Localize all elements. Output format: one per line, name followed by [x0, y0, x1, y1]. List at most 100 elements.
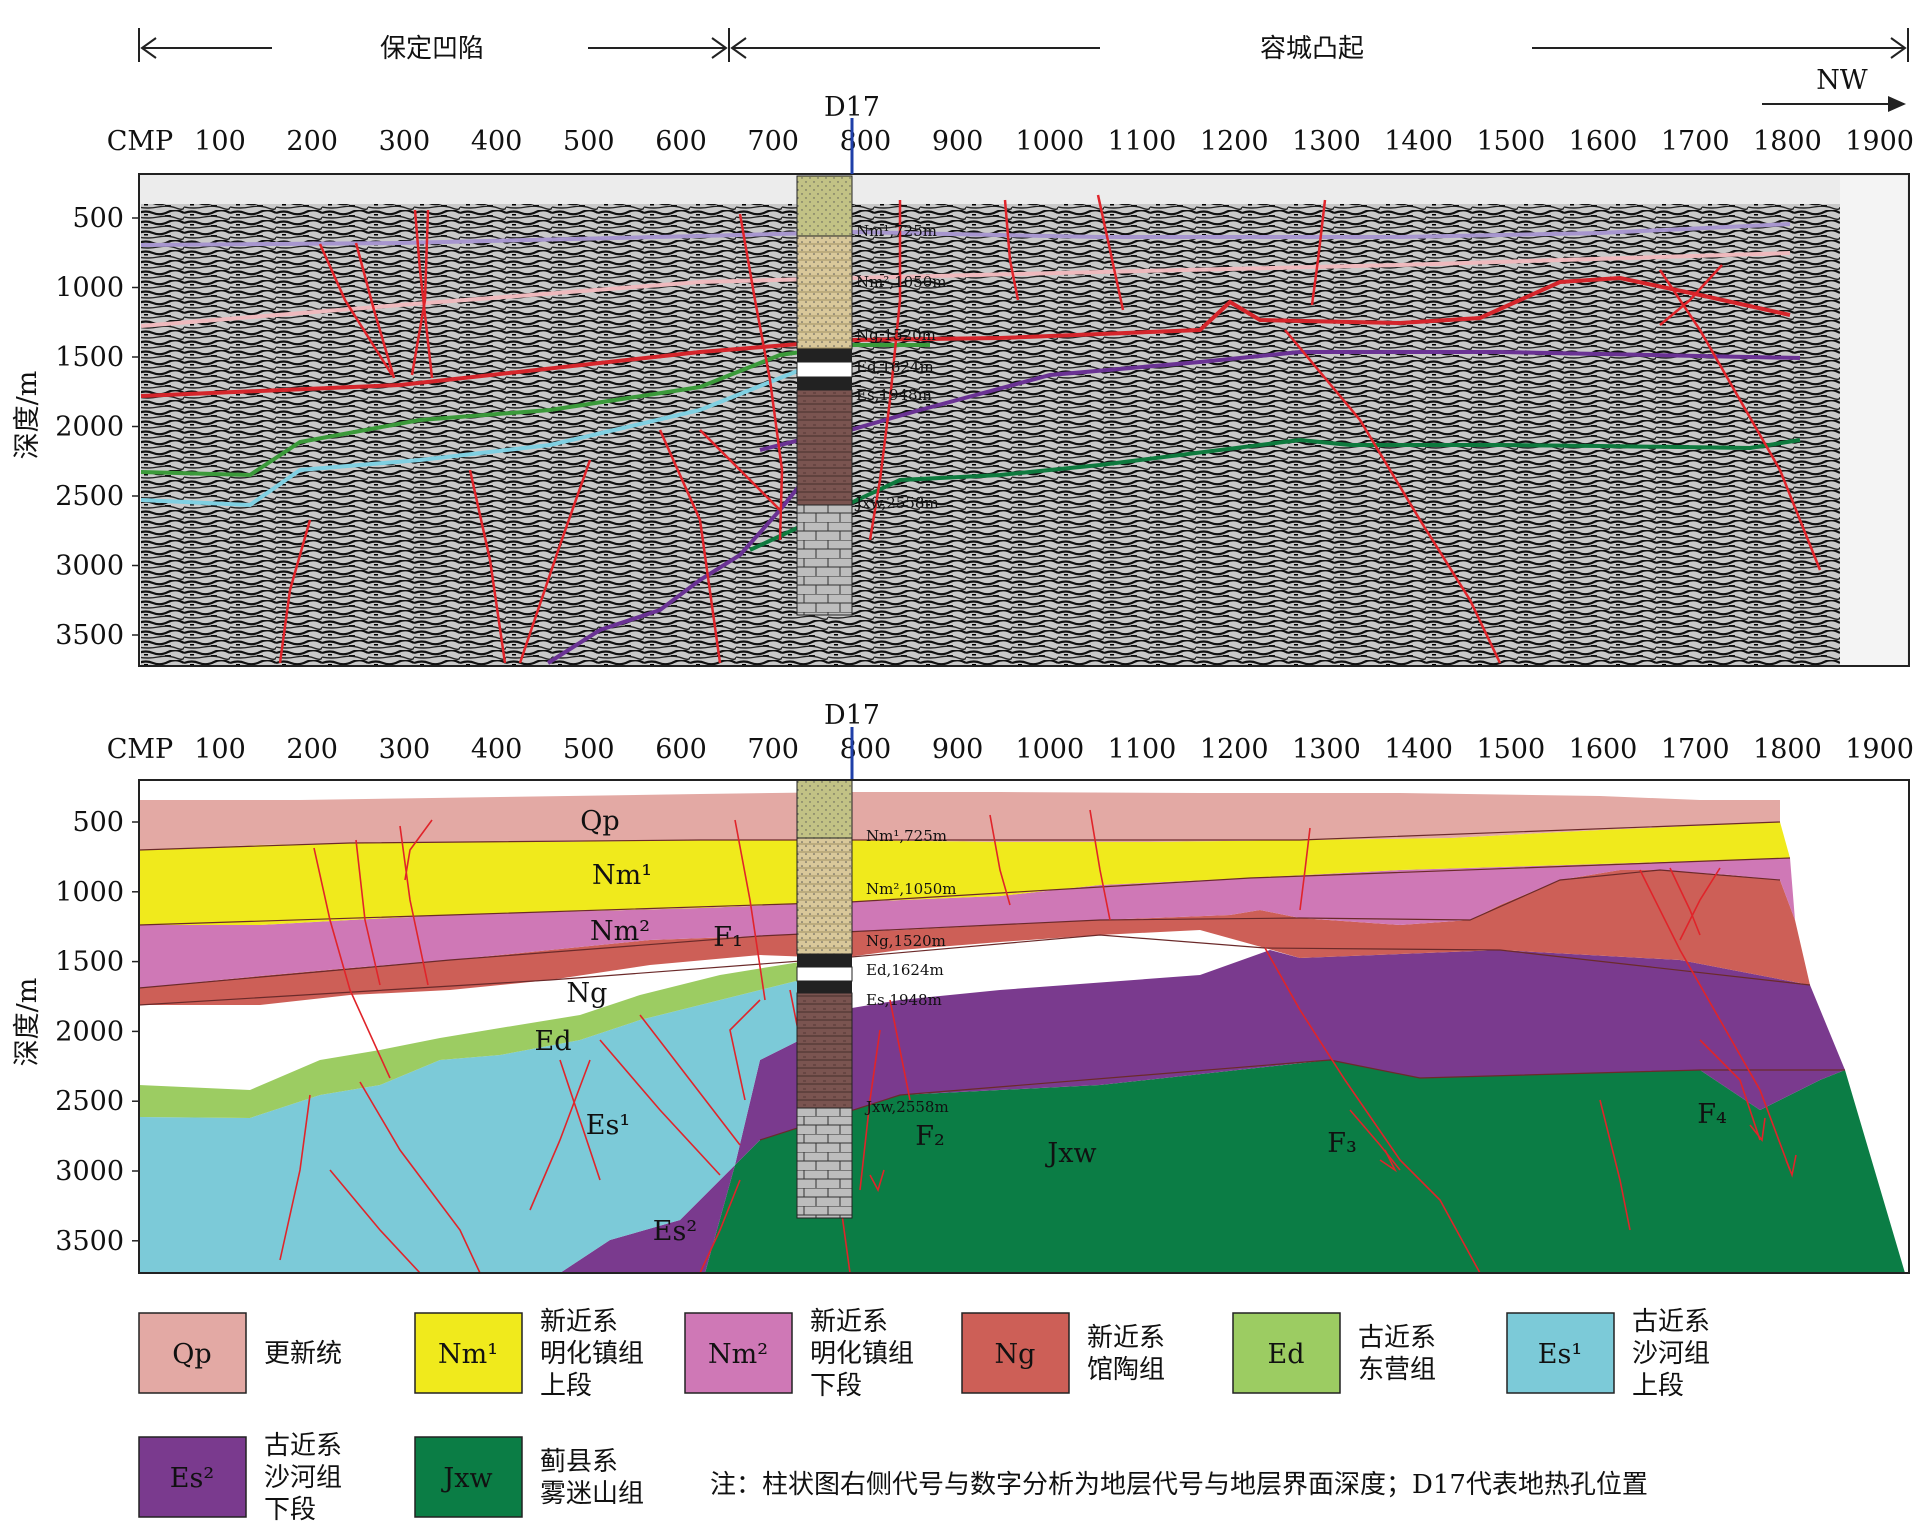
depth-label-bottom: 深度/m	[12, 978, 43, 1067]
horizons	[140, 222, 1801, 665]
depth-tick-label: 3000	[55, 551, 124, 582]
header: 保定凹陷 容城凸起 NW	[138, 28, 1909, 112]
legend-swatch	[1506, 1312, 1615, 1394]
cmp-tick-label: 100	[194, 734, 246, 765]
label-nm2: Nm²	[590, 916, 650, 947]
legend-code: Ed	[1268, 1339, 1305, 1370]
cmp-tick-label: 500	[563, 126, 615, 157]
unit-labels: Qp Nm¹ Nm² Ng Ed Es¹ Es² Jxw F₁ F₂ F₃ F₄	[535, 806, 1727, 1247]
label-es1: Es¹	[586, 1110, 630, 1141]
svg-text:Nm²,1050m: Nm²,1050m	[856, 273, 947, 291]
legend-code: Es¹	[1538, 1339, 1582, 1370]
legend-code: Es²	[170, 1463, 214, 1494]
legend-swatch	[961, 1312, 1070, 1394]
legend-text: 上段	[1632, 1371, 1684, 1401]
cmp-tick-label: 500	[563, 734, 615, 765]
cmp-tick-label: 800	[840, 734, 892, 765]
label-f4: F₄	[1697, 1099, 1727, 1130]
depth-tick-label: 500	[72, 203, 124, 234]
cmp-tick-label: 900	[932, 734, 984, 765]
legend-text: 明化镇组	[810, 1339, 914, 1369]
depth-tick-label: 3500	[55, 1226, 124, 1257]
depth-tick-label: 1500	[55, 947, 124, 978]
cmp-tick-label: 1400	[1384, 734, 1453, 765]
cmp-axis-label: CMP	[107, 734, 173, 765]
layer-ed	[139, 960, 840, 1118]
depth-tick-label: 2500	[55, 1086, 124, 1117]
svg-text:Nm²,1050m: Nm²,1050m	[866, 880, 957, 898]
faults-top	[278, 194, 1822, 664]
legend-text: 古近系	[1358, 1323, 1436, 1353]
legend-text: 古近系	[264, 1431, 342, 1461]
label-f2: F₂	[915, 1121, 945, 1152]
seismic-panel: D17 CMP 100 200 300 400 500 600 700 800 900 1000 11…	[12, 92, 1914, 667]
cmp-tick-label: 1600	[1569, 734, 1638, 765]
cmp-tick-label: 700	[747, 126, 799, 157]
label-f3: F₃	[1327, 1128, 1357, 1159]
svg-text:Ng,1520m: Ng,1520m	[856, 326, 936, 344]
well-column-bottom: Nm¹,725m Nm²,1050m Ng,1520m Ed,1624m Es,…	[796, 727, 957, 1219]
seismic-blank-strip	[1840, 176, 1907, 665]
legend-text: 东营组	[1358, 1355, 1436, 1385]
layer-es2	[560, 950, 1845, 1273]
legend-code: Ng	[995, 1339, 1036, 1370]
cmp-tick-label: 1900	[1845, 126, 1914, 157]
region-rongcheng: 容城凸起	[1260, 34, 1364, 64]
legend-code: Jxw	[440, 1463, 492, 1494]
layer-es1	[139, 980, 840, 1273]
svg-text:Ed,1624m: Ed,1624m	[856, 358, 934, 376]
well-column-top: Nm¹,725m Nm²,1050m Ng,1520m Ed,1624m Es,…	[796, 118, 947, 616]
label-nm1: Nm¹	[592, 860, 652, 891]
svg-text:Es,1948m: Es,1948m	[856, 386, 932, 404]
depth-label-top: 深度/m	[12, 371, 43, 460]
cmp-tick-label: 1300	[1292, 126, 1361, 157]
layer-ng	[139, 870, 1810, 1005]
right-arrow	[730, 37, 1907, 59]
cmp-tick-label: 400	[471, 734, 523, 765]
geologic-panel: D17 CMP 100 200 300 400 500 600 700 800 900 1000 11…	[12, 700, 1914, 1274]
left-arrow	[140, 37, 728, 59]
region-baoding: 保定凹陷	[380, 34, 484, 64]
geologic-frame	[138, 779, 1910, 1274]
label-es2: Es²	[653, 1216, 697, 1247]
depth-tick-label: 500	[72, 807, 124, 838]
cmp-tick-label: 600	[655, 126, 707, 157]
cmp-tick-label: 1300	[1292, 734, 1361, 765]
cmp-tick-label: 1000	[1015, 126, 1084, 157]
label-ng: Ng	[567, 978, 608, 1009]
label-ed: Ed	[535, 1026, 572, 1057]
legend-swatch	[138, 1312, 247, 1394]
well-label-top: D17	[824, 92, 880, 123]
cmp-tick-label: 200	[286, 734, 338, 765]
cmp-tick-label: 1000	[1015, 734, 1084, 765]
layer-nm1	[139, 822, 1790, 925]
legend-text: 下段	[264, 1495, 316, 1525]
depth-tick-label: 2000	[55, 412, 124, 443]
horizon-ng	[140, 275, 1791, 398]
legend-code: Nm²	[708, 1339, 768, 1370]
legend-text: 新近系	[810, 1307, 888, 1337]
cmp-tick-label: 1200	[1200, 126, 1269, 157]
horizon-nm1	[140, 222, 1791, 247]
cmp-tick-label: 1500	[1476, 126, 1545, 157]
legend-text: 上段	[540, 1371, 592, 1401]
legend-swatch	[414, 1436, 523, 1518]
legend-text: 雾迷山组	[540, 1479, 644, 1509]
cmp-tick-label: 1900	[1845, 734, 1914, 765]
legend-text: 馆陶组	[1087, 1355, 1165, 1385]
cmp-tick-label: 1200	[1200, 734, 1269, 765]
cmp-tick-label: 900	[932, 126, 984, 157]
layer-jxw	[705, 1060, 1905, 1273]
depth-tick-label: 1500	[55, 342, 124, 373]
legend-text: 蓟县系	[540, 1447, 618, 1477]
cmp-tick-label: 700	[747, 734, 799, 765]
cmp-axis-bottom: CMP 100 200 300 400 500 600 700 800 900 1000 1100 12…	[107, 734, 1914, 765]
label-f1: F₁	[713, 922, 743, 953]
